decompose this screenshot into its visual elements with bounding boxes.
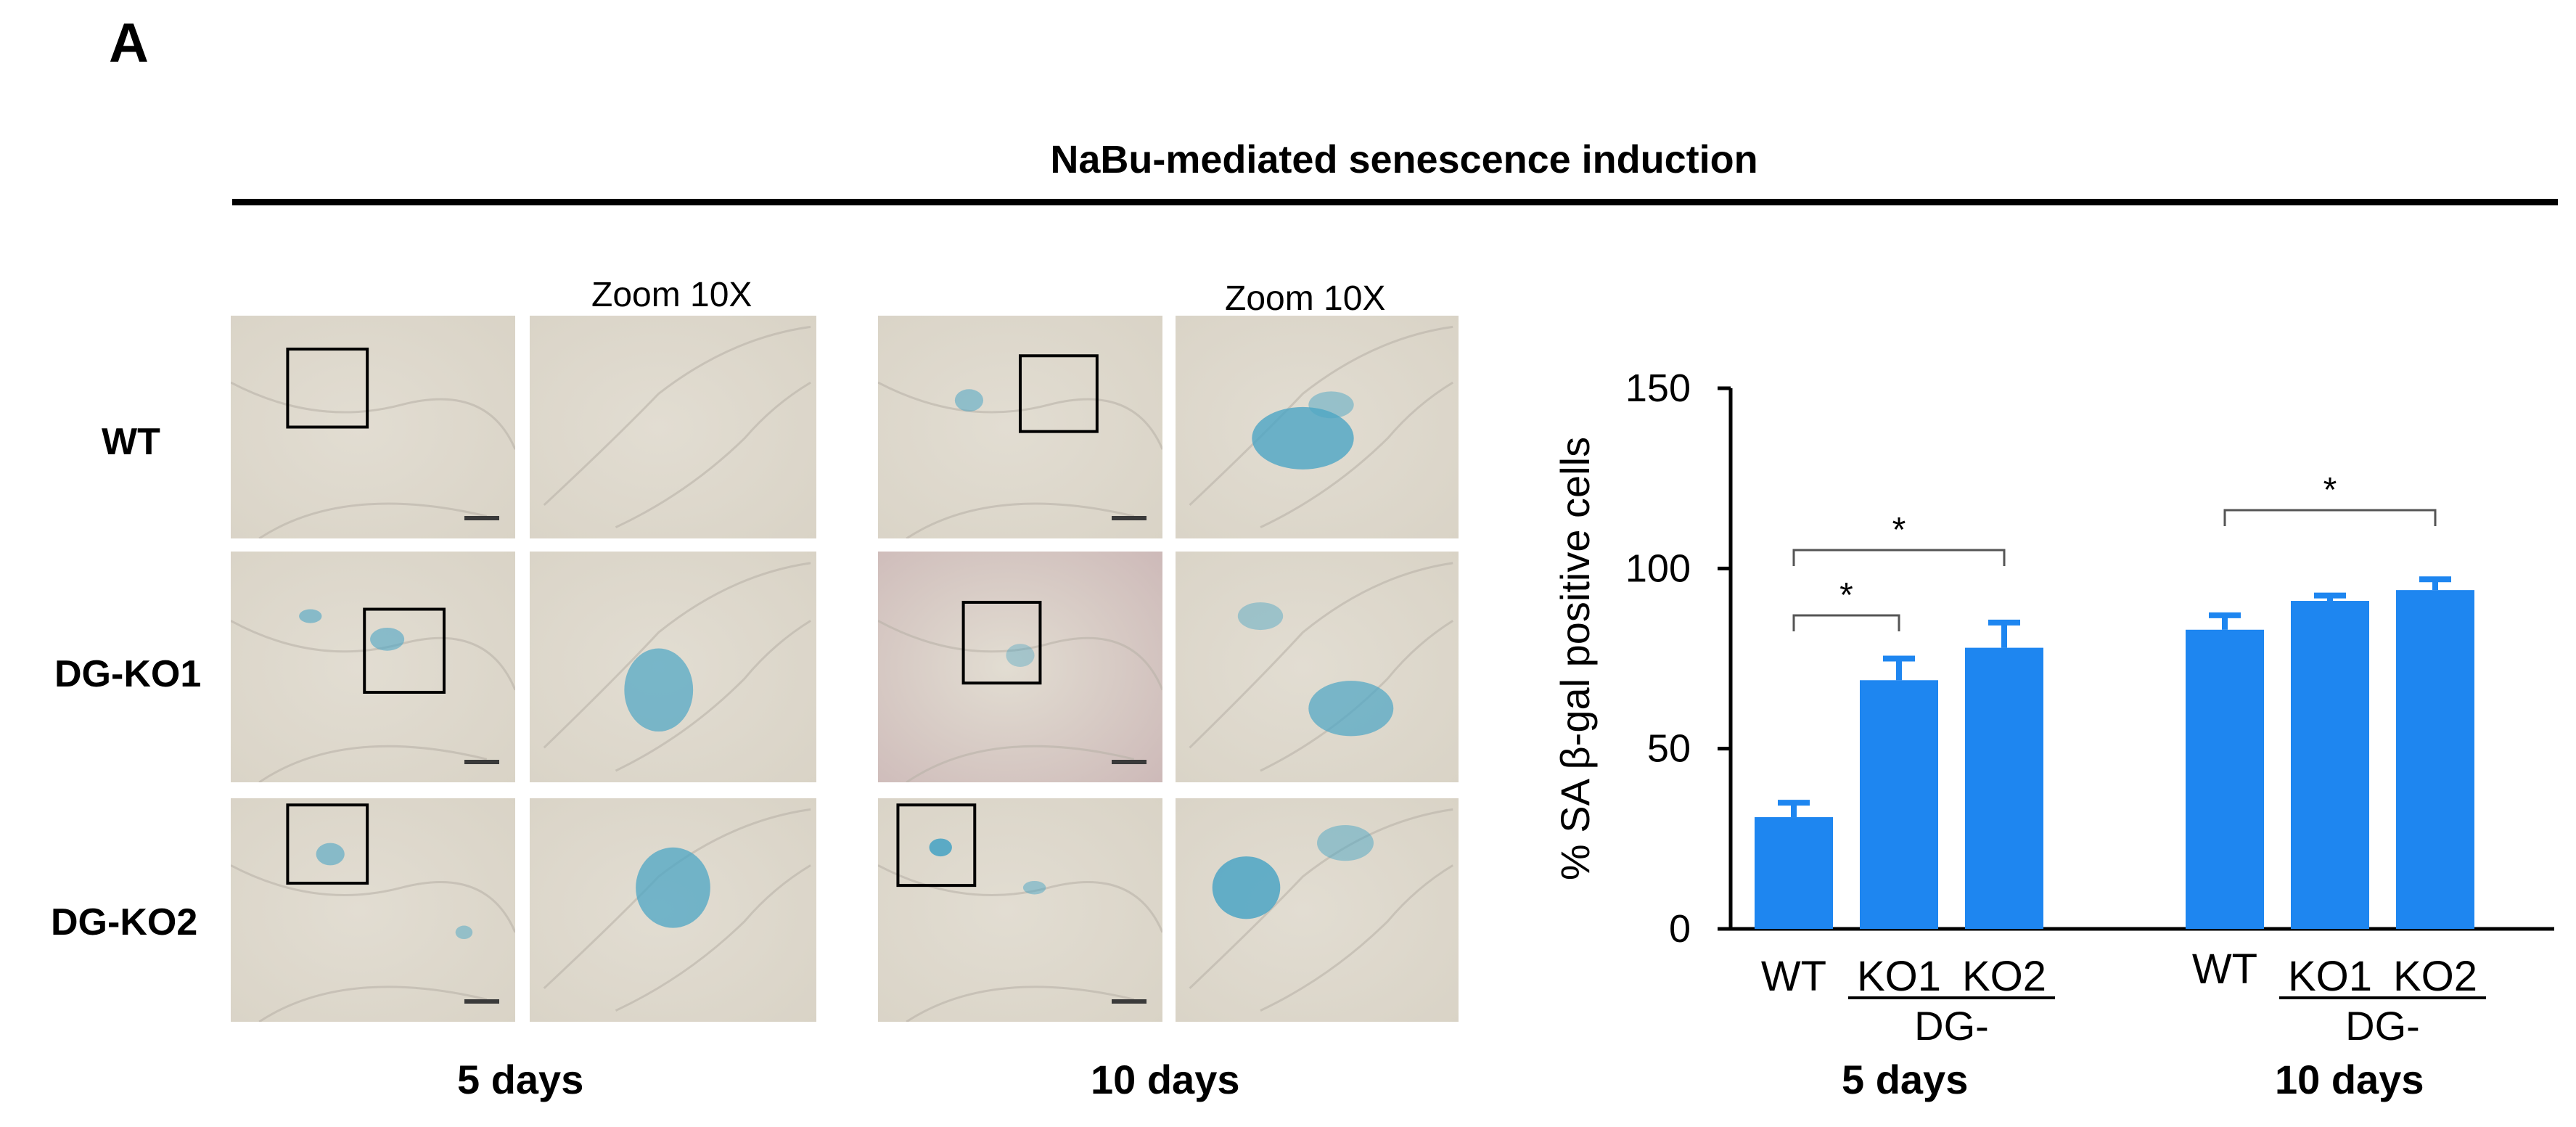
- micrograph-wt-5-days: [231, 316, 515, 538]
- subgroup-label: DG-: [1914, 1003, 1989, 1045]
- category-label: KO1: [2288, 953, 2372, 1000]
- micrograph-dg-ko2-5-days-zoom: [530, 798, 816, 1022]
- micrograph-dg-ko2-10-days: [878, 798, 1162, 1022]
- zoom-region-box: [961, 600, 1042, 685]
- row-label-dg-ko2: DG-KO2: [51, 901, 198, 943]
- zoom-region-box: [363, 607, 446, 694]
- bar: [1860, 680, 1938, 929]
- category-label: WT: [1761, 953, 1826, 1000]
- micrograph-dg-ko2-5-days: [231, 798, 515, 1022]
- y-axis-label: % SA β-gal positive cells: [1552, 437, 1598, 880]
- micrograph-wt-10-days: [878, 316, 1162, 538]
- category-label: KO1: [1857, 953, 1941, 1000]
- micrograph-dg-ko1-5-days: [231, 552, 515, 782]
- figure-title: NaBu-mediated senescence induction: [1050, 138, 1758, 181]
- category-label: KO2: [2393, 953, 2477, 1000]
- category-label: WT: [2192, 946, 2257, 993]
- time-label-chart-5-days: 5 days: [1842, 1057, 1969, 1102]
- micrograph-dg-ko1-5-days-zoom: [530, 552, 816, 782]
- y-tick-label: 0: [1669, 907, 1691, 951]
- subgroup-label: DG-: [2345, 1003, 2420, 1045]
- micrograph-dg-ko1-10-days-zoom: [1176, 552, 1459, 782]
- zoom-label-10-days: Zoom 10X: [1225, 279, 1386, 318]
- bar: [1965, 647, 2043, 929]
- y-tick-label: 100: [1625, 546, 1691, 590]
- zoom-region-box: [286, 348, 369, 429]
- significance-bracket: [1792, 549, 2006, 566]
- bar: [2186, 629, 2264, 929]
- zoom-region-box: [1019, 354, 1099, 433]
- bar: [2396, 590, 2474, 929]
- row-label-wt: WT: [102, 421, 160, 463]
- micrograph-wt-5-days-zoom: [530, 316, 816, 538]
- micrograph-wt-10-days-zoom: [1176, 316, 1459, 538]
- significance-label: *: [2323, 471, 2337, 509]
- significance-bracket: [2223, 509, 2437, 526]
- bar: [1755, 817, 1833, 929]
- micrograph-dg-ko2-10-days-zoom: [1176, 798, 1459, 1022]
- micrograph-dg-ko1-10-days: [878, 552, 1162, 782]
- y-tick-label: 50: [1647, 727, 1691, 771]
- panel-label: A: [109, 12, 149, 74]
- significance-bracket: [1792, 614, 1900, 631]
- time-label-images-5-days: 5 days: [457, 1057, 584, 1102]
- row-label-dg-ko1: DG-KO1: [54, 653, 202, 695]
- time-label-images-10-days: 10 days: [1091, 1057, 1240, 1102]
- significance-label: *: [1892, 511, 1906, 549]
- bar: [2291, 601, 2369, 929]
- bar-chart: 0 50 100 150 % SA β-gal positive cells WT KO1 K…: [1552, 366, 2554, 1045]
- title-rule: [232, 199, 2558, 205]
- zoom-label-5-days: Zoom 10X: [591, 276, 752, 314]
- zoom-region-box: [896, 803, 977, 888]
- zoom-region-box: [286, 803, 369, 885]
- category-label: KO2: [1962, 953, 2046, 1000]
- significance-label: *: [1839, 576, 1853, 615]
- time-label-chart-10-days: 10 days: [2275, 1057, 2424, 1102]
- y-tick-label: 150: [1625, 366, 1691, 410]
